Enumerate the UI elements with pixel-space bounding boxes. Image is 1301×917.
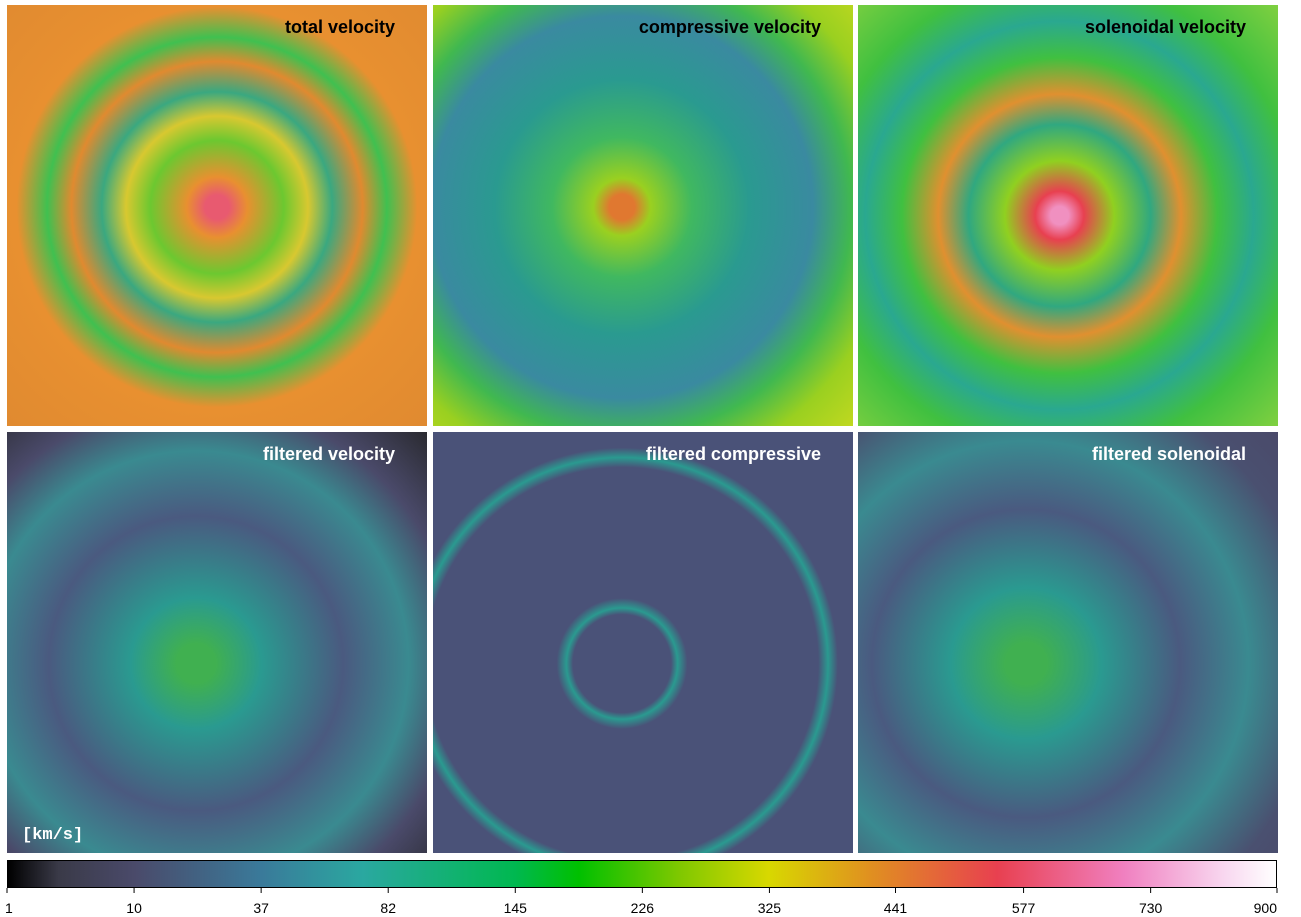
- tick-label: 1: [5, 900, 13, 916]
- panel-title: filtered solenoidal: [1091, 444, 1246, 464]
- panel-title: filtered velocity: [262, 444, 395, 464]
- colorbar: [7, 860, 1277, 888]
- panel-title: filtered compressive: [645, 444, 821, 464]
- tick-label: 10: [126, 900, 142, 916]
- panel-title: solenoidal velocity: [1084, 17, 1246, 37]
- panel: filtered velocity: [7, 432, 427, 853]
- tick-label: 145: [504, 900, 528, 916]
- panel: filtered compressive: [433, 432, 853, 853]
- panel-title: compressive velocity: [638, 17, 821, 37]
- tick-label: 82: [380, 900, 396, 916]
- tick-label: 577: [1012, 900, 1036, 916]
- tick-label: 37: [253, 900, 269, 916]
- unit-label: [km/s]: [22, 826, 84, 845]
- tick-label: 730: [1139, 900, 1163, 916]
- panel-title: total velocity: [284, 17, 395, 37]
- panel: compressive velocity: [433, 5, 853, 426]
- tick-label: 325: [758, 900, 782, 916]
- tick-label: 441: [884, 900, 908, 916]
- tick-label: 900: [1254, 900, 1278, 916]
- panel: solenoidal velocity: [858, 5, 1278, 426]
- tick-label: 226: [631, 900, 655, 916]
- panel: total velocity: [7, 5, 427, 426]
- panel: filtered solenoidal: [858, 432, 1278, 853]
